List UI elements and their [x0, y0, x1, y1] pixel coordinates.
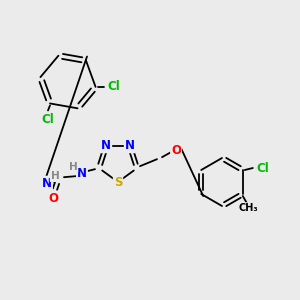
Text: N: N [125, 139, 135, 152]
Text: N: N [101, 139, 111, 152]
Text: O: O [171, 144, 181, 157]
Text: CH₃: CH₃ [239, 203, 259, 213]
Text: Cl: Cl [256, 161, 269, 175]
Text: S: S [114, 176, 122, 188]
Text: N: N [42, 177, 52, 190]
Text: H: H [51, 171, 59, 181]
Text: O: O [48, 192, 58, 205]
Text: H: H [69, 162, 77, 172]
Text: Cl: Cl [107, 80, 120, 93]
Text: N: N [77, 167, 87, 180]
Text: Cl: Cl [42, 113, 54, 126]
